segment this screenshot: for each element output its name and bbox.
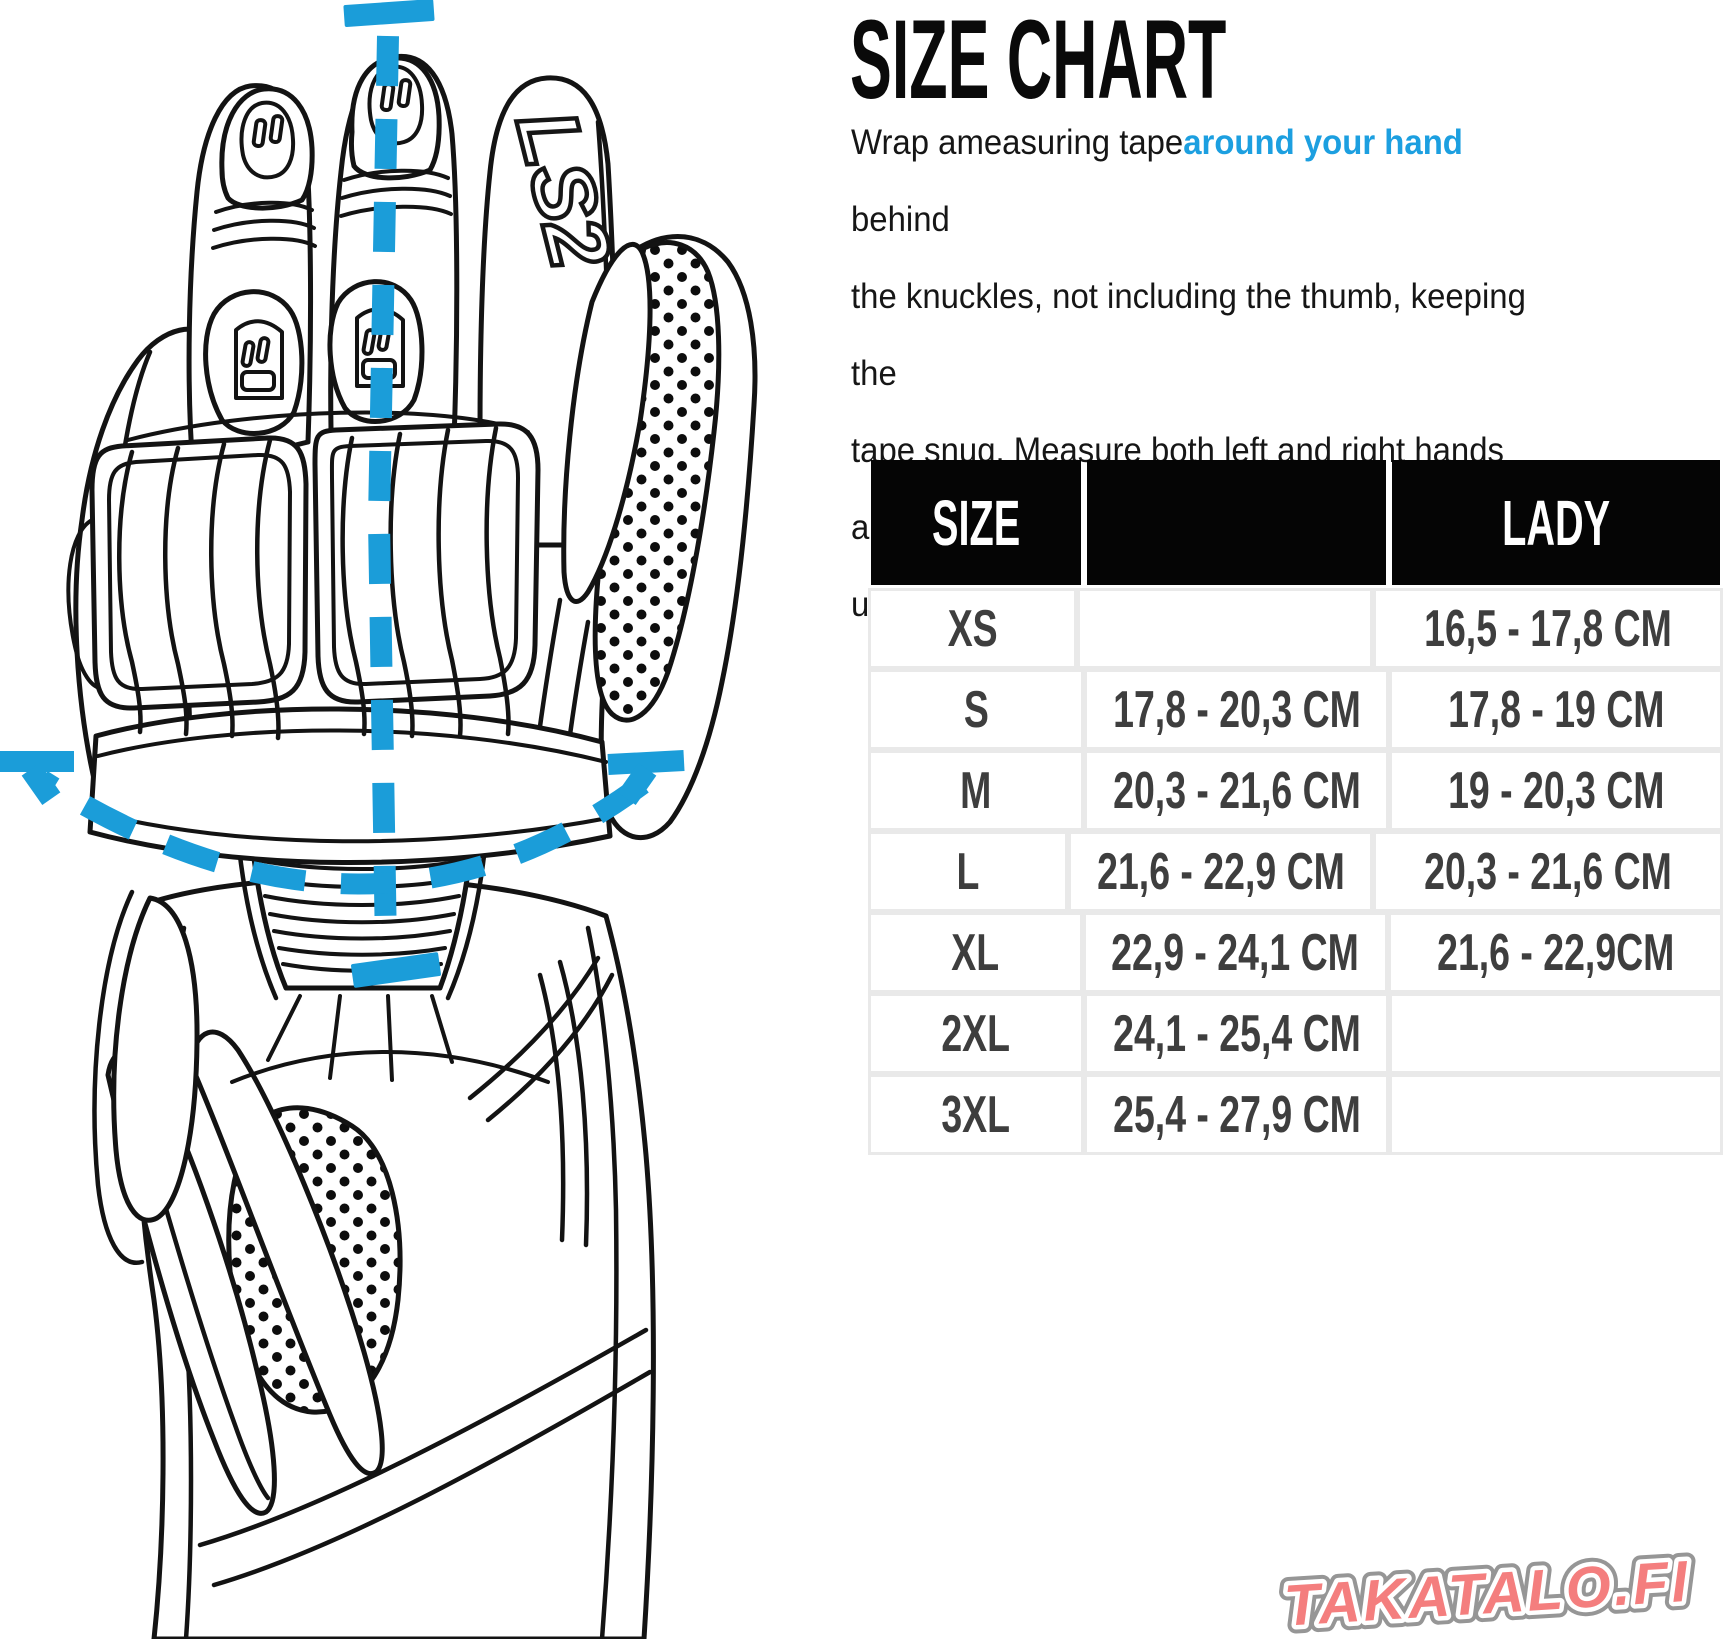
- instructions-highlight: around your hand: [1183, 123, 1463, 162]
- circumference-right-arrowhead: [617, 762, 657, 806]
- wrist-bellows: [230, 835, 550, 1084]
- size-label: L: [956, 842, 980, 901]
- size-label: XS: [947, 599, 998, 658]
- circumference-measure-line: [36, 771, 655, 895]
- instructions-text-before: Wrap ameasuring tape: [851, 123, 1184, 162]
- men-range: 17,8 - 20,3 CM: [1112, 680, 1361, 739]
- size-label: 3XL: [941, 1085, 1011, 1144]
- table-row: XS 16,5 - 17,8 CM: [867, 588, 1723, 669]
- men-range: 25,4 - 27,9 CM: [1112, 1085, 1361, 1144]
- size-label: XL: [951, 923, 1000, 982]
- vertical-measure-bottom-cap: [351, 952, 441, 988]
- table-row: M 20,3 - 21,6 CM 19 - 20,3 CM: [868, 750, 1723, 831]
- vertical-measure-top-cap: [343, 0, 435, 27]
- size-table: SIZE LADY XS 16,5 - 17,8 CM S 17,8 - 20,…: [867, 460, 1723, 1155]
- table-row: XL 22,9 - 24,1 CM 21,6 - 22,9CM: [868, 912, 1723, 993]
- table-row: S 17,8 - 20,3 CM 17,8 - 19 CM: [868, 669, 1723, 750]
- watermark-logo: TAKATALO.FI TAKATALO.FI TAKATALO.FI: [1274, 1540, 1701, 1640]
- table-row: L 21,6 - 22,9 CM 20,3 - 21,6 CM: [867, 831, 1723, 912]
- header-cell-size: SIZE: [871, 460, 1081, 585]
- lady-range: 20,3 - 21,6 CM: [1424, 842, 1672, 901]
- size-table-header: SIZE LADY: [871, 460, 1720, 585]
- measurement-lines: [0, 0, 685, 988]
- size-label: S: [963, 680, 989, 739]
- header-cell-lady: LADY: [1392, 460, 1720, 585]
- ring-finger: [186, 83, 317, 473]
- glove-illustration: LS2: [0, 0, 758, 1639]
- lady-range: 19 - 20,3 CM: [1447, 761, 1665, 820]
- lady-range: 21,6 - 22,9CM: [1436, 923, 1674, 982]
- vertical-measure-line: [367, 35, 399, 949]
- circumference-left-arrowhead: [21, 762, 61, 806]
- middle-finger: [327, 53, 460, 473]
- cuff-left-seam: [92, 889, 200, 1265]
- circumference-left-bar: [0, 751, 74, 772]
- men-range: 22,9 - 24,1 CM: [1111, 923, 1359, 982]
- circumference-right-bar: [607, 750, 685, 775]
- men-range: 24,1 - 25,4 CM: [1112, 1004, 1361, 1063]
- men-range: 21,6 - 22,9 CM: [1096, 842, 1345, 901]
- lady-range: 17,8 - 19 CM: [1447, 680, 1665, 739]
- table-row: 3XL 25,4 - 27,9 CM: [868, 1074, 1723, 1155]
- wrist-band: [87, 706, 613, 865]
- thumb-area: [525, 234, 758, 843]
- men-range: 20,3 - 21,6 CM: [1112, 761, 1361, 820]
- glove-measurement-diagram: LS2: [0, 0, 770, 1639]
- table-row: 2XL 24,1 - 25,4 CM: [868, 993, 1723, 1074]
- svg-text:TAKATALO.FI: TAKATALO.FI: [1282, 1549, 1692, 1639]
- size-label: 2XL: [941, 1004, 1011, 1063]
- lady-range: 16,5 - 17,8 CM: [1424, 599, 1672, 658]
- page-title: SIZE CHART: [850, 0, 1227, 122]
- size-label: M: [960, 761, 992, 820]
- knuckle-protector-pads: [66, 410, 541, 741]
- header-cell-men: [1087, 460, 1386, 585]
